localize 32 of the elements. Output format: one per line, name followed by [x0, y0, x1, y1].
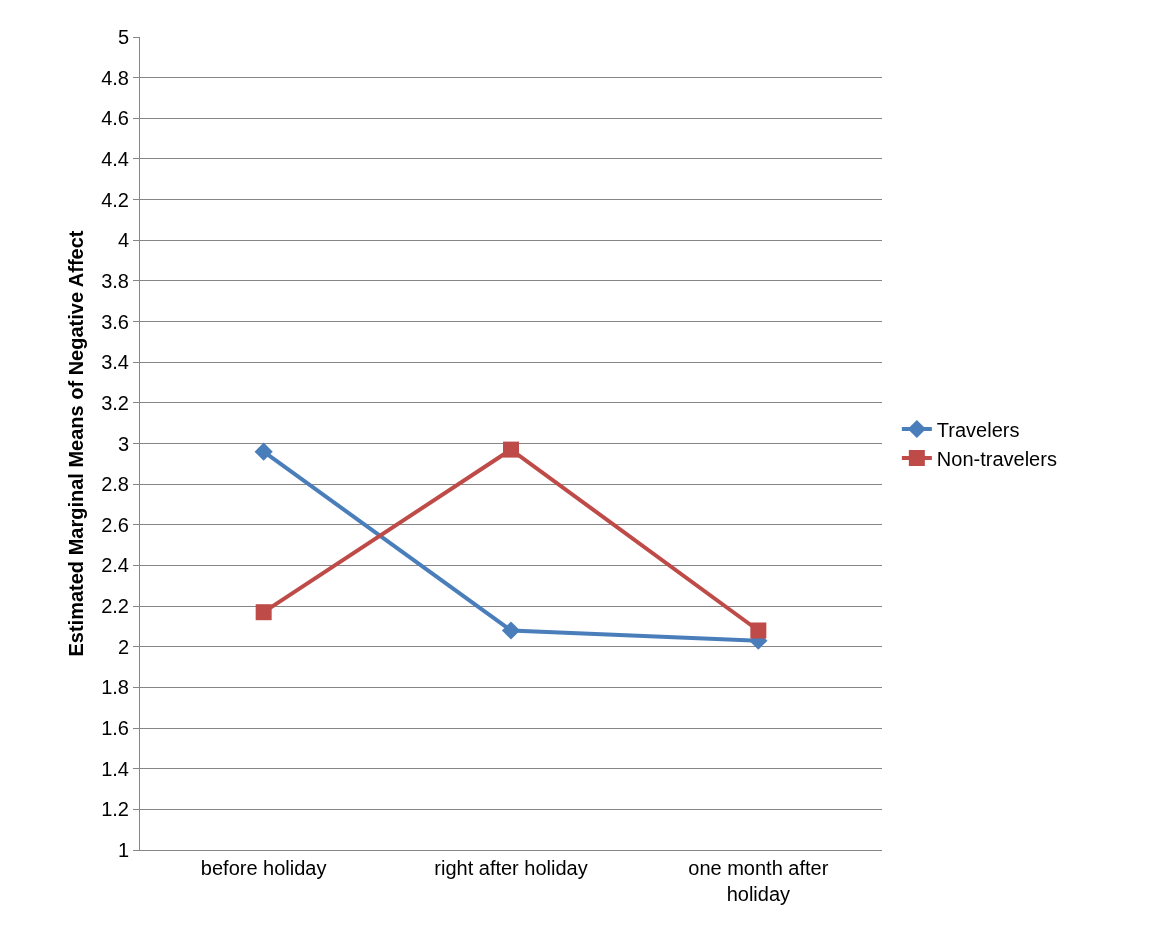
x-tick-label: one month after holiday — [688, 857, 829, 905]
point — [254, 442, 273, 461]
y-tick-label: 4.6 — [101, 107, 129, 130]
y-tick-label: 1.4 — [101, 757, 129, 780]
point — [503, 441, 519, 458]
y-tick-label: 2.6 — [101, 513, 129, 536]
x-tick-label: right after holiday — [434, 857, 588, 879]
point — [501, 621, 521, 640]
y-tick-label: 2.2 — [101, 595, 129, 618]
y-tick-label: 3.6 — [101, 310, 129, 333]
y-tick-label: 4 — [117, 229, 129, 252]
y-tick-label: 3.2 — [101, 391, 129, 414]
y-tick-label: 3.8 — [101, 269, 129, 292]
y-tick-label: 2.4 — [101, 554, 129, 577]
y-tick-label: 1.2 — [101, 798, 129, 821]
y-tick-label: 1.8 — [101, 676, 129, 699]
y-tick-label: 2 — [117, 635, 129, 658]
y-tick-label: 4.4 — [101, 147, 129, 170]
y-tick-label: 4.2 — [101, 188, 129, 211]
y-tick-label: 1 — [117, 839, 129, 861]
x-tick-label: before holiday — [200, 857, 327, 879]
y-tick-label: 3.4 — [101, 351, 129, 374]
legend-label: Travelers — [936, 418, 1020, 441]
point — [750, 622, 767, 639]
y-tick-label: 3 — [117, 432, 129, 455]
y-tick-label: 1.6 — [101, 717, 129, 740]
y-tick-label: 2.8 — [101, 473, 129, 496]
point — [255, 604, 272, 621]
y-axis-title: Estimated Marginal Means of Negative Affect — [64, 230, 87, 657]
legend-label: Non-travelers — [936, 447, 1057, 470]
y-tick-label: 5 — [117, 26, 129, 48]
y-tick-label: 4.8 — [101, 66, 129, 89]
